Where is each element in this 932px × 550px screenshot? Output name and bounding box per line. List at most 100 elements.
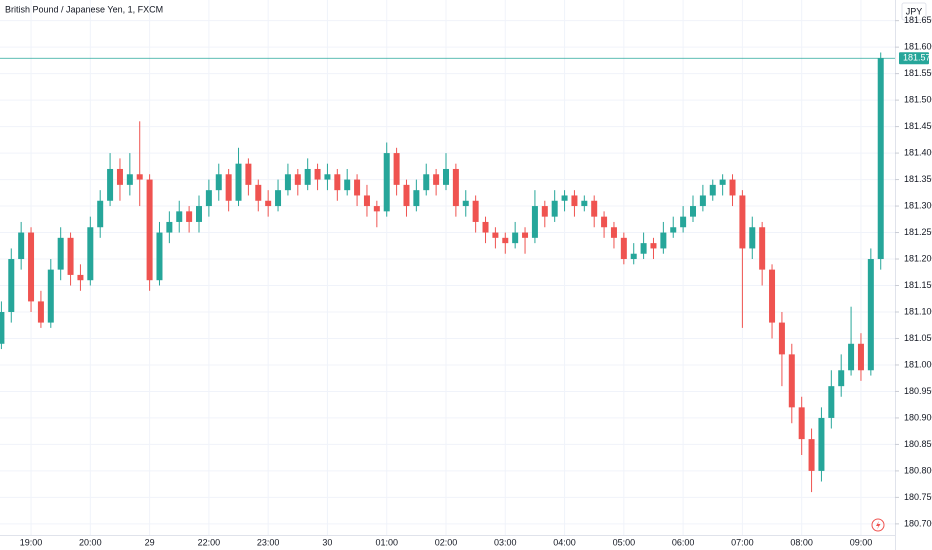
- y-tick-label: 181.150: [904, 280, 932, 290]
- candle-body: [778, 322, 785, 355]
- y-tick-label: 180.850: [904, 439, 932, 449]
- chart-title: British Pound / Japanese Yen, 1, FXCM: [5, 4, 163, 14]
- candle-body: [769, 269, 776, 323]
- candle-body: [196, 206, 202, 222]
- x-tick-label: 22:00: [198, 537, 221, 547]
- candle-body: [156, 232, 163, 281]
- candle-body: [818, 417, 825, 471]
- candle-body: [18, 232, 25, 260]
- y-tick-label: 180.700: [904, 518, 932, 528]
- candle-body: [670, 227, 677, 233]
- y-tick-label: 181.250: [904, 227, 932, 237]
- x-tick-label: 20:00: [79, 537, 102, 547]
- candle-body: [709, 184, 716, 196]
- candle-body: [650, 243, 657, 249]
- candle-body: [620, 237, 627, 260]
- x-tick-label: 08:00: [790, 537, 813, 547]
- candle-body: [225, 174, 232, 201]
- y-tick-label: 180.750: [904, 492, 932, 502]
- candle-body: [314, 168, 321, 180]
- axes: 181.650 181.600 181.550 181.500 181.450 181.4…: [0, 15, 932, 547]
- candle-body: [28, 232, 35, 302]
- x-tick-label: 05:00: [613, 537, 636, 547]
- candle-body: [87, 227, 94, 281]
- candle-body: [255, 184, 262, 201]
- candle-body: [640, 243, 647, 254]
- candle-body: [531, 206, 538, 238]
- x-tick-label: 03:00: [494, 537, 517, 547]
- candle-body: [205, 190, 212, 207]
- x-tick-label: 23:00: [257, 537, 280, 547]
- candle-body: [344, 179, 351, 191]
- candle-body: [77, 274, 84, 281]
- candle-body: [857, 343, 864, 371]
- candle-body: [354, 179, 361, 196]
- y-tick-label: 180.900: [904, 412, 932, 422]
- candle-body: [294, 174, 301, 185]
- candle-body: [334, 174, 341, 191]
- candle-body: [867, 259, 874, 371]
- candle-body: [660, 232, 667, 249]
- candle-body: [47, 269, 54, 323]
- y-tick-label: 181.500: [904, 94, 932, 104]
- candle-body: [136, 174, 143, 180]
- candle-body: [541, 206, 548, 217]
- candle-body: [828, 386, 835, 418]
- candle-body: [186, 211, 193, 222]
- candle-body: [403, 184, 410, 207]
- y-tick-label: 180.800: [904, 465, 932, 475]
- candle-body: [245, 163, 252, 185]
- candle-body: [522, 232, 529, 238]
- candle-body: [690, 206, 696, 217]
- x-tick-label: 19:00: [20, 537, 43, 547]
- candle-body: [462, 200, 469, 207]
- candle-body: [759, 227, 766, 270]
- currency-box[interactable]: [901, 2, 927, 21]
- candle-body: [8, 259, 15, 312]
- x-tick-label: 29: [145, 537, 155, 547]
- candle-body: [472, 200, 479, 222]
- x-tick-label: 04:00: [553, 537, 576, 547]
- candle-body: [571, 195, 578, 207]
- candle-body: [551, 200, 558, 217]
- x-tick-label: 09:00: [850, 537, 873, 547]
- candle-body: [235, 163, 242, 201]
- candle-body: [719, 179, 726, 185]
- x-tick-label: 01:00: [375, 537, 398, 547]
- last-price-tag: [899, 52, 929, 65]
- candle-body: [0, 311, 5, 344]
- candle-body: [146, 179, 153, 281]
- candle-body: [413, 190, 420, 207]
- y-tick-label: 181.350: [904, 174, 932, 184]
- candle-body: [275, 190, 282, 207]
- candle-body: [126, 174, 133, 185]
- x-tick-label: 30: [322, 537, 332, 547]
- candle-body: [215, 174, 222, 191]
- candle-body: [502, 237, 509, 244]
- candle-body: [304, 168, 311, 185]
- x-tick-label: 06:00: [672, 537, 695, 547]
- candle-body: [877, 58, 884, 260]
- candle-body: [749, 227, 756, 249]
- candle-body: [788, 354, 795, 408]
- y-tick-label: 181.550: [904, 68, 932, 78]
- candle-body: [373, 206, 380, 212]
- y-tick-label: 181.300: [904, 200, 932, 210]
- lightning-icon[interactable]: [871, 518, 885, 532]
- candle-body: [838, 370, 845, 387]
- candle-body: [324, 174, 331, 180]
- y-tick-label: 181.650: [904, 15, 932, 25]
- candle-body: [492, 232, 499, 238]
- candle-body: [630, 253, 637, 260]
- candle-body: [57, 237, 64, 270]
- candle-body: [176, 211, 183, 222]
- candle-body: [116, 168, 123, 185]
- y-tick-label: 181.200: [904, 253, 932, 263]
- candle-body: [512, 232, 519, 244]
- candle-body: [561, 195, 568, 201]
- candle-body: [729, 179, 736, 196]
- candle-body: [808, 439, 815, 471]
- candle-body: [443, 168, 449, 185]
